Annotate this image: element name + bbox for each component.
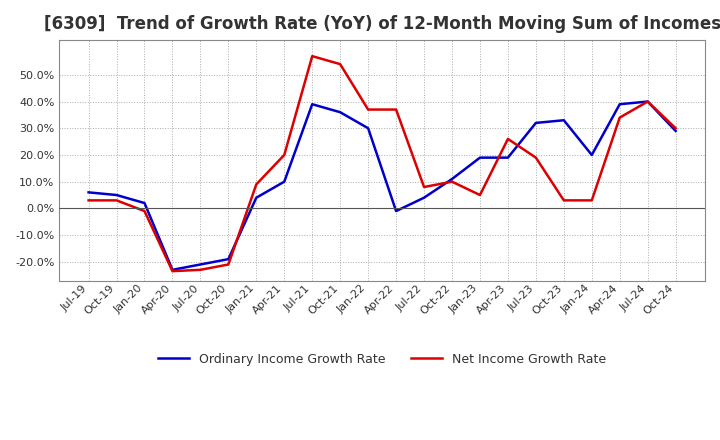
Net Income Growth Rate (448, 179, 456, 184)
Net Income Growth Rate (559, 198, 568, 203)
Ordinary Income Growth Rate (616, 102, 624, 107)
Net Income Growth Rate (336, 62, 344, 67)
Net Income Growth Rate (224, 262, 233, 267)
Ordinary Income Growth Rate (503, 155, 512, 160)
Net Income Growth Rate (252, 182, 261, 187)
Ordinary Income Growth Rate (112, 192, 121, 198)
Ordinary Income Growth Rate (531, 120, 540, 125)
Ordinary Income Growth Rate (392, 209, 400, 214)
Ordinary Income Growth Rate (84, 190, 93, 195)
Ordinary Income Growth Rate (168, 267, 177, 272)
Ordinary Income Growth Rate (448, 176, 456, 182)
Ordinary Income Growth Rate (252, 195, 261, 200)
Ordinary Income Growth Rate (336, 110, 344, 115)
Net Income Growth Rate (476, 192, 485, 198)
Net Income Growth Rate (364, 107, 372, 112)
Ordinary Income Growth Rate (420, 195, 428, 200)
Net Income Growth Rate (392, 107, 400, 112)
Ordinary Income Growth Rate (671, 128, 680, 134)
Net Income Growth Rate (308, 54, 317, 59)
Ordinary Income Growth Rate (588, 152, 596, 158)
Ordinary Income Growth Rate (644, 99, 652, 104)
Net Income Growth Rate (616, 115, 624, 120)
Legend: Ordinary Income Growth Rate, Net Income Growth Rate: Ordinary Income Growth Rate, Net Income … (158, 352, 606, 366)
Net Income Growth Rate (503, 136, 512, 142)
Net Income Growth Rate (196, 267, 204, 272)
Net Income Growth Rate (671, 125, 680, 131)
Net Income Growth Rate (420, 184, 428, 190)
Net Income Growth Rate (280, 152, 289, 158)
Ordinary Income Growth Rate (140, 200, 149, 205)
Line: Net Income Growth Rate: Net Income Growth Rate (89, 56, 675, 271)
Ordinary Income Growth Rate (196, 262, 204, 267)
Net Income Growth Rate (168, 268, 177, 274)
Net Income Growth Rate (531, 155, 540, 160)
Ordinary Income Growth Rate (364, 125, 372, 131)
Ordinary Income Growth Rate (280, 179, 289, 184)
Net Income Growth Rate (588, 198, 596, 203)
Net Income Growth Rate (644, 99, 652, 104)
Line: Ordinary Income Growth Rate: Ordinary Income Growth Rate (89, 102, 675, 270)
Net Income Growth Rate (84, 198, 93, 203)
Ordinary Income Growth Rate (224, 257, 233, 262)
Net Income Growth Rate (140, 209, 149, 214)
Ordinary Income Growth Rate (476, 155, 485, 160)
Title: [6309]  Trend of Growth Rate (YoY) of 12-Month Moving Sum of Incomes: [6309] Trend of Growth Rate (YoY) of 12-… (43, 15, 720, 33)
Ordinary Income Growth Rate (308, 102, 317, 107)
Net Income Growth Rate (112, 198, 121, 203)
Ordinary Income Growth Rate (559, 117, 568, 123)
